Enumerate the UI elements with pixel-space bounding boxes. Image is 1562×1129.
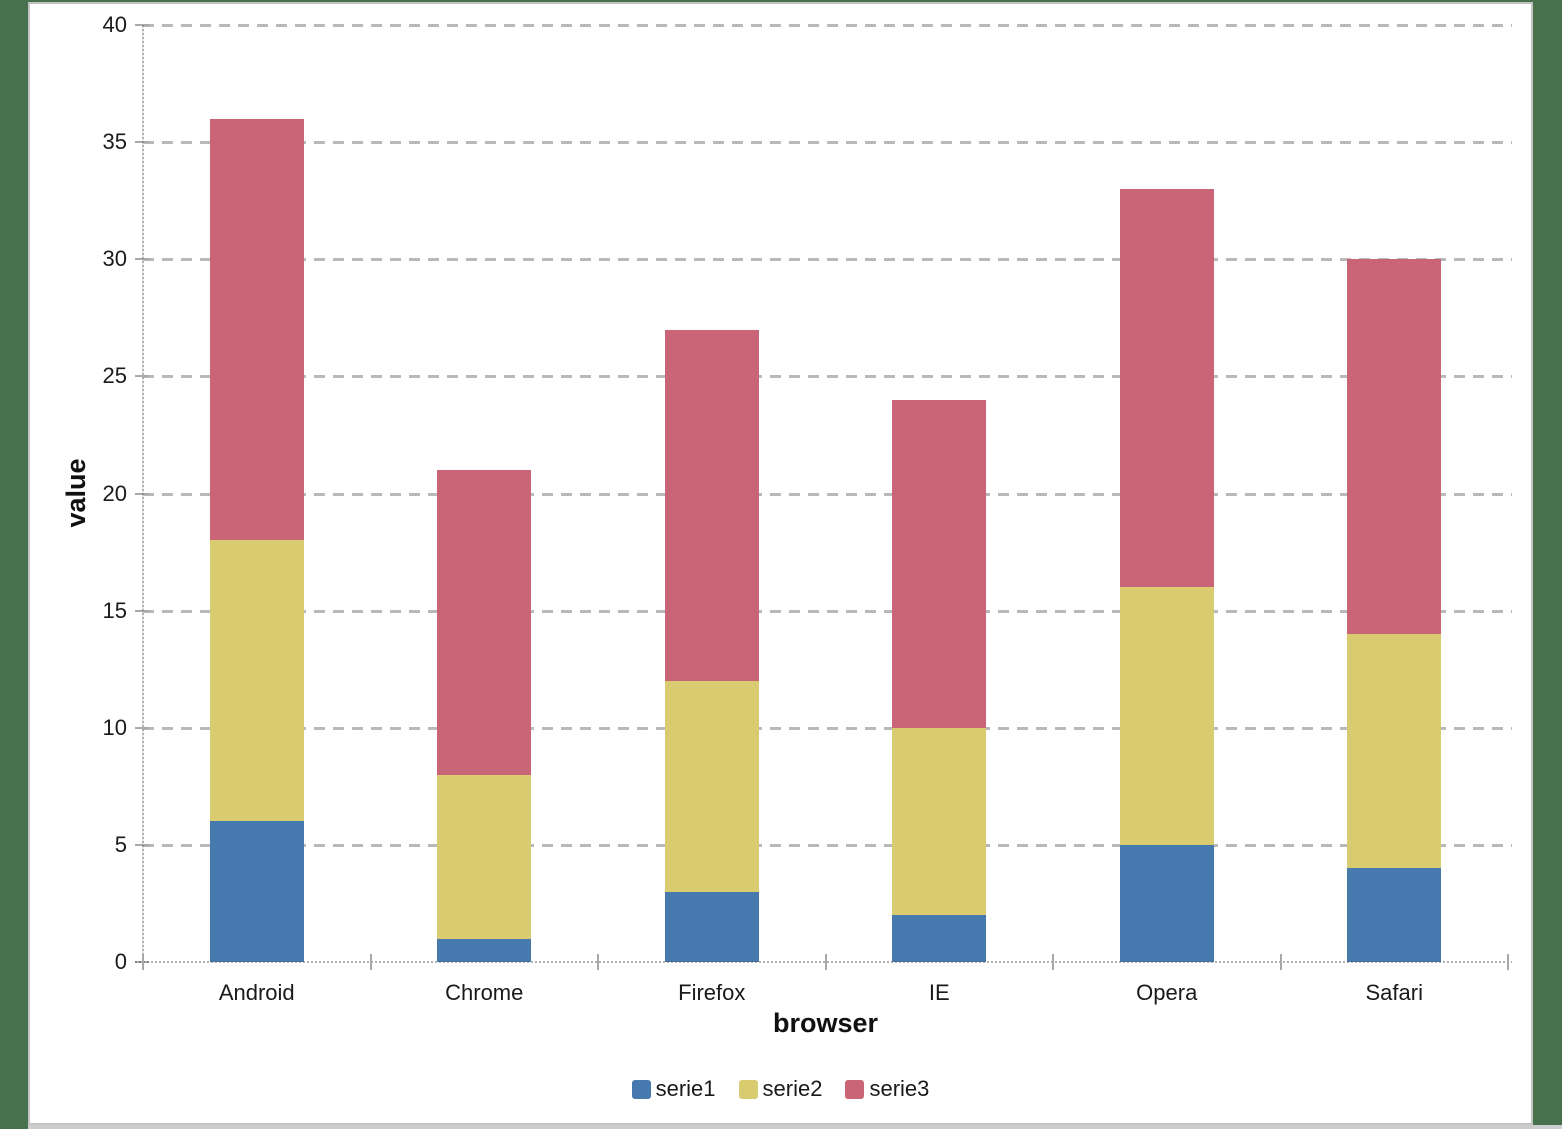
bar-firefox-serie2 (664, 680, 759, 892)
x-tick-1 (369, 954, 372, 970)
bar-firefox-serie3 (664, 329, 759, 681)
gridline-20 (143, 492, 1512, 496)
bar-ie-serie1 (892, 915, 987, 962)
legend-label-serie2: serie2 (762, 1076, 823, 1101)
y-axis-line (142, 25, 144, 967)
y-tick-label-15: 15 (102, 597, 127, 623)
bar-ie-serie2 (892, 727, 987, 916)
legend-label-serie3: serie3 (869, 1076, 930, 1101)
bar-ie-serie3 (892, 399, 987, 728)
window-bottom-edge (28, 1125, 1562, 1129)
x-tick-0 (142, 954, 144, 970)
legend-item-serie3: serie3 (845, 1076, 929, 1102)
y-axis-title: value (61, 458, 91, 528)
category-label-firefox: Firefox (678, 980, 746, 1005)
y-tick-label-25: 25 (102, 363, 127, 389)
gridline-25 (143, 375, 1512, 379)
bar-opera-serie3 (1119, 188, 1214, 588)
bar-chrome-serie1 (437, 938, 532, 962)
gridline-35 (143, 141, 1512, 145)
legend-item-serie1: serie1 (631, 1076, 716, 1102)
bar-opera-serie1 (1119, 844, 1214, 962)
y-tick-label-20: 20 (102, 480, 127, 506)
bar-firefox-serie1 (664, 891, 759, 962)
y-tick-label-5: 5 (114, 831, 127, 857)
bar-opera-serie2 (1119, 587, 1214, 845)
x-axis-line (135, 961, 1512, 963)
gridline-30 (143, 258, 1512, 262)
bar-safari-serie1 (1347, 868, 1442, 962)
category-label-ie: IE (928, 980, 950, 1005)
gridline-5 (143, 843, 1512, 847)
category-label-android: Android (218, 980, 295, 1005)
serie1-swatch (631, 1079, 651, 1099)
y-tick-label-0: 0 (114, 949, 127, 974)
x-tick-3 (824, 954, 827, 970)
gridline-10 (143, 726, 1512, 730)
bar-chrome-serie3 (437, 470, 532, 775)
x-axis-title: browser (772, 1008, 879, 1038)
x-tick-4 (1052, 954, 1054, 970)
gridline-15 (143, 609, 1512, 613)
serie3-swatch (845, 1079, 865, 1099)
x-tick-2 (597, 954, 599, 970)
x-tick-5 (1279, 954, 1282, 970)
bar-android-serie3 (209, 118, 304, 541)
y-tick-label-30: 30 (102, 246, 127, 272)
bar-chrome-serie2 (437, 774, 532, 939)
y-tick-label-10: 10 (102, 714, 127, 740)
category-label-opera: Opera (1136, 980, 1198, 1005)
x-tick-6 (1507, 954, 1509, 970)
bar-safari-serie3 (1347, 259, 1442, 635)
gridline-40 (143, 24, 1512, 27)
serie2-swatch (738, 1079, 758, 1099)
y-tick-label-40: 40 (102, 12, 127, 37)
category-label-safari: Safari (1365, 980, 1423, 1005)
bar-android-serie1 (209, 821, 304, 962)
category-label-chrome: Chrome (445, 980, 524, 1005)
legend-label-serie1: serie1 (655, 1076, 716, 1101)
legend: serie1 serie2 serie3 (28, 1076, 1533, 1102)
legend-item-serie2: serie2 (738, 1076, 823, 1102)
bar-safari-serie2 (1347, 634, 1442, 869)
bar-android-serie2 (209, 540, 304, 822)
y-tick-label-35: 35 (102, 129, 127, 155)
